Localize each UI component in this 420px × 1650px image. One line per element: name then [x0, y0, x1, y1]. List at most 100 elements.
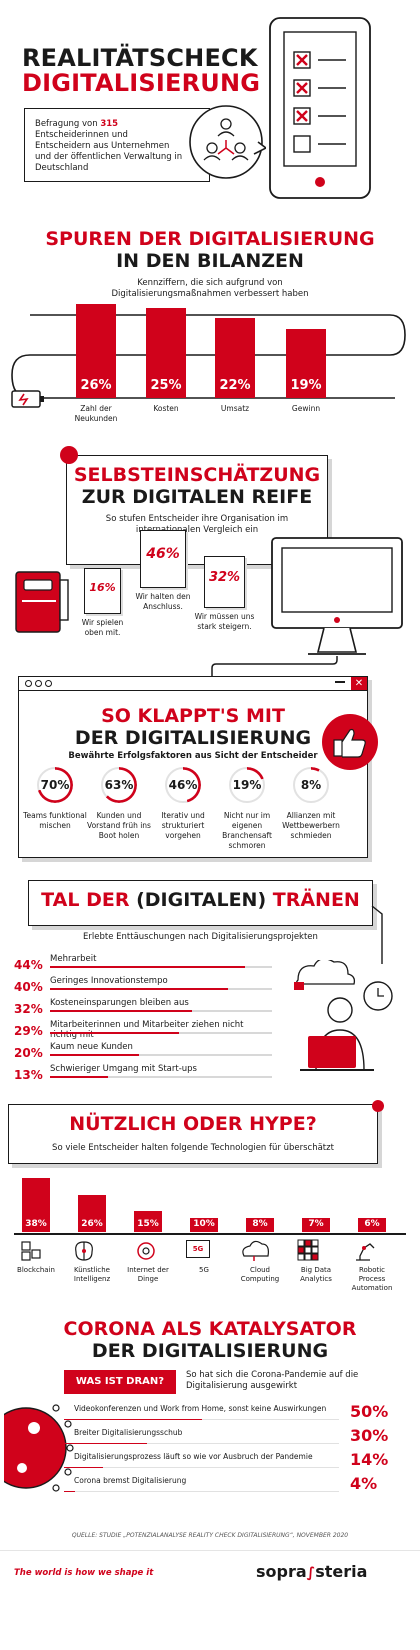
- phone-icon: [266, 14, 376, 204]
- success-factor-circle: 63%: [101, 767, 137, 803]
- baseline: [14, 1233, 406, 1235]
- hype-bar-value: 15%: [137, 1219, 159, 1229]
- corona-label: Breiter Digitalisierungsschub: [74, 1428, 183, 1437]
- hype-bar: [134, 1211, 162, 1232]
- section3-title: SO KLAPPT'S MIT: [101, 705, 285, 727]
- hype-category: Künstliche Intelligenz: [73, 1266, 111, 1283]
- source-note: QUELLE: STUDIE „POTENZIALANALYSE REALITY…: [71, 1532, 349, 1539]
- iot-icon: [134, 1240, 158, 1262]
- success-factor-circle: 70%: [37, 767, 73, 803]
- hype-bar-value: 7%: [308, 1219, 324, 1229]
- disappointment-label: Kaum neue Kunden: [50, 1042, 133, 1052]
- disappointment-percent: 13%: [14, 1068, 43, 1082]
- corona-fill: [64, 1490, 75, 1492]
- red-dot-decoration: [372, 1100, 384, 1112]
- disappointment-label: Schwieriger Umgang mit Start-ups: [50, 1064, 197, 1074]
- hype-category: Robotic Process Automation: [351, 1266, 393, 1292]
- disappointment-track: [50, 988, 272, 990]
- hype-bar: [190, 1218, 218, 1232]
- section5-subtitle: So viele Entscheider halten folgende Tec…: [52, 1143, 334, 1153]
- section4-subtitle: Erlebte Enttäuschungen nach Digitalisier…: [83, 932, 318, 942]
- pipe-decoration: [0, 300, 420, 430]
- cloud-icon: [238, 1238, 270, 1262]
- section6-title: CORONA ALS KATALYSATOR DER DIGITALISIERU…: [63, 1318, 357, 1362]
- disappointment-track: [50, 1010, 272, 1012]
- success-factor-percent: 46%: [168, 778, 198, 792]
- disappointment-fill: [50, 1054, 139, 1056]
- window-dot-icon: [45, 680, 52, 687]
- disappointment-row: 44% Mehrarbeit: [14, 954, 272, 980]
- hype-category: Big Data Analytics: [300, 1266, 332, 1283]
- corona-row: Breiter Digitalisierungsschub: [64, 1426, 339, 1444]
- connector-line: [370, 904, 390, 964]
- revenue-bar-category: Zahl der Neukunden: [74, 404, 118, 423]
- corona-track: [64, 1442, 339, 1444]
- disappointment-fill: [50, 1076, 108, 1078]
- hype-bar-value: 6%: [364, 1219, 380, 1229]
- disappointment-label: Mitarbeiterinnen und Mitarbeiter ziehen …: [50, 1020, 244, 1040]
- revenue-bar-category: Umsatz: [220, 404, 250, 413]
- corona-label: Corona bremst Digitalisierung: [74, 1476, 187, 1485]
- hype-bar: [246, 1218, 274, 1232]
- document-caption: Wir müssen uns stark steigern.: [194, 612, 255, 631]
- document-percent: 16%: [89, 581, 116, 594]
- success-factor-arc: [101, 767, 137, 803]
- disappointment-row: 13% Schwieriger Umgang mit Start-ups: [14, 1064, 272, 1090]
- disappointment-track: [50, 1032, 272, 1034]
- document-percent: 46%: [146, 546, 180, 562]
- corona-label: Videokonferenzen und Work from Home, son…: [74, 1404, 327, 1413]
- hype-bar-value: 8%: [252, 1219, 268, 1229]
- document-icon: 46%: [140, 530, 186, 588]
- window-dot-icon: [25, 680, 32, 687]
- hype-category: Cloud Computing: [240, 1266, 280, 1283]
- hype-bar-value: 26%: [81, 1219, 103, 1229]
- connector-line: [0, 650, 420, 680]
- success-factor-arc: [229, 767, 265, 803]
- main-title: REALITÄTSCHECK DIGITALISIERUNG: [22, 44, 261, 97]
- robot-arm-icon: [352, 1238, 378, 1262]
- hype-bar-value: 10%: [193, 1219, 215, 1229]
- corona-row: Videokonferenzen und Work from Home, son…: [64, 1402, 339, 1420]
- success-factor-circle: 19%: [229, 767, 265, 803]
- disappointment-fill: [50, 1010, 192, 1012]
- 5g-icon: 5G: [186, 1240, 210, 1258]
- corona-percent: 14%: [350, 1450, 389, 1469]
- revenue-bar-value: 19%: [290, 378, 322, 393]
- disappointment-row: 20% Kaum neue Kunden: [14, 1042, 272, 1068]
- success-factor-percent: 70%: [40, 778, 70, 792]
- hype-category: Internet der Dinge: [127, 1266, 169, 1283]
- disappointment-fill: [50, 988, 228, 990]
- minimize-icon[interactable]: [335, 681, 345, 683]
- laptop-person-icon: [278, 960, 408, 1090]
- success-factor-label: Allianzen mit Wettbewerbern schmieden: [282, 811, 340, 840]
- printer-icon: [12, 566, 72, 636]
- hype-bar: [22, 1178, 50, 1232]
- document-icon: 32%: [204, 556, 245, 608]
- monitor-icon: [268, 534, 408, 674]
- revenue-bar-value: 26%: [80, 378, 112, 393]
- thumbs-up-icon: [320, 712, 380, 772]
- people-network-icon: [186, 102, 266, 182]
- success-factor-label: Iterativ und strukturiert vorgehen: [161, 811, 205, 840]
- disappointment-fill: [50, 1032, 179, 1034]
- section2-title: SELBSTEINSCHÄTZUNG: [73, 464, 321, 486]
- success-factor-circle: 8%: [293, 767, 329, 803]
- close-icon[interactable]: ✕: [351, 677, 367, 690]
- corona-row: Corona bremst Digitalisierung: [64, 1474, 339, 1492]
- success-factor-label: Teams funktional mischen: [23, 811, 87, 830]
- corona-fill: [64, 1466, 103, 1468]
- document-caption: Wir spielen oben mit.: [81, 618, 124, 637]
- success-factor-percent: 8%: [300, 778, 322, 792]
- success-factor-label: Kunden und Vorstand früh ins Boot holen: [87, 811, 151, 840]
- section4-title: TAL DER (DIGITALEN) TRÄNEN: [41, 889, 360, 911]
- section1-title: SPUREN DER DIGITALISIERUNG IN DEN BILANZ…: [45, 228, 375, 272]
- corona-label: Digitalisierungsprozess läuft so wie vor…: [74, 1452, 313, 1461]
- success-factor-arc: [37, 767, 73, 803]
- what-is-true-badge: WAS IST DRAN?: [64, 1370, 176, 1394]
- red-dot-decoration: [60, 446, 78, 464]
- revenue-bar: [286, 329, 326, 398]
- disappointment-label: Mehrarbeit: [50, 954, 97, 964]
- hype-bar-value: 38%: [25, 1219, 47, 1229]
- disappointment-label: Geringes Innovationstempo: [50, 976, 168, 986]
- tagline: The world is how we shape it: [14, 1568, 154, 1578]
